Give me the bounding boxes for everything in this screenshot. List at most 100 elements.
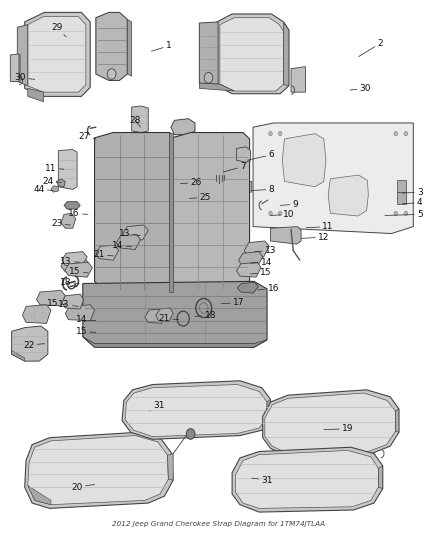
Polygon shape <box>145 309 166 324</box>
Text: 2012 Jeep Grand Cherokee Strap Diagram for 1TM74JTLAA: 2012 Jeep Grand Cherokee Strap Diagram f… <box>113 521 325 527</box>
Circle shape <box>204 72 213 83</box>
Text: 2: 2 <box>359 39 383 56</box>
Polygon shape <box>237 262 261 277</box>
Polygon shape <box>28 486 51 505</box>
Polygon shape <box>220 18 284 91</box>
Text: 19: 19 <box>324 424 353 433</box>
Polygon shape <box>12 351 25 361</box>
Polygon shape <box>36 290 65 306</box>
Polygon shape <box>199 22 218 84</box>
Polygon shape <box>96 12 127 80</box>
Polygon shape <box>167 454 173 480</box>
Text: 3: 3 <box>403 188 423 197</box>
Circle shape <box>279 132 282 136</box>
Text: 30: 30 <box>14 73 35 82</box>
Polygon shape <box>51 185 58 192</box>
Text: 4: 4 <box>403 198 423 207</box>
Polygon shape <box>62 294 84 309</box>
Text: 21: 21 <box>93 251 113 260</box>
Polygon shape <box>97 244 112 257</box>
Text: 14: 14 <box>112 241 132 250</box>
Polygon shape <box>58 150 77 189</box>
Text: 44: 44 <box>33 185 53 194</box>
Polygon shape <box>12 326 48 361</box>
Text: 28: 28 <box>130 116 141 127</box>
Text: 6: 6 <box>247 150 274 160</box>
Text: 14: 14 <box>76 315 96 324</box>
Circle shape <box>404 211 408 215</box>
Polygon shape <box>96 245 119 260</box>
Text: 24: 24 <box>42 177 62 186</box>
Polygon shape <box>237 147 251 163</box>
Polygon shape <box>284 23 289 86</box>
Polygon shape <box>378 466 383 489</box>
Polygon shape <box>232 447 383 512</box>
Text: 20: 20 <box>71 482 95 491</box>
Text: 13: 13 <box>120 229 141 238</box>
Polygon shape <box>62 252 87 266</box>
Polygon shape <box>17 25 28 86</box>
Text: 29: 29 <box>51 23 66 37</box>
Polygon shape <box>267 399 271 419</box>
Polygon shape <box>127 19 132 76</box>
Polygon shape <box>169 133 173 292</box>
Text: 30: 30 <box>350 84 371 93</box>
Text: 21: 21 <box>159 314 179 323</box>
Polygon shape <box>65 305 95 321</box>
Text: 13: 13 <box>255 246 276 255</box>
Polygon shape <box>95 133 170 292</box>
Text: 18: 18 <box>60 278 79 287</box>
Polygon shape <box>171 119 195 135</box>
Polygon shape <box>265 393 396 454</box>
Polygon shape <box>396 409 399 432</box>
Text: 5: 5 <box>385 210 423 219</box>
Polygon shape <box>271 227 301 244</box>
Polygon shape <box>239 181 252 192</box>
Text: 26: 26 <box>180 178 202 187</box>
Polygon shape <box>28 17 86 92</box>
Polygon shape <box>244 241 269 257</box>
Text: 15: 15 <box>76 327 96 336</box>
Circle shape <box>394 211 398 215</box>
Polygon shape <box>28 88 43 102</box>
Polygon shape <box>397 192 406 204</box>
Polygon shape <box>64 201 80 209</box>
Polygon shape <box>214 160 228 177</box>
Polygon shape <box>22 305 51 324</box>
Text: 12: 12 <box>301 233 329 242</box>
Text: 23: 23 <box>51 220 71 229</box>
Polygon shape <box>397 180 406 192</box>
Polygon shape <box>237 282 258 293</box>
Text: 16: 16 <box>258 284 279 293</box>
Text: 15: 15 <box>251 269 272 277</box>
Text: 25: 25 <box>189 193 211 202</box>
Polygon shape <box>117 235 141 249</box>
Text: 7: 7 <box>223 162 246 172</box>
Text: 9: 9 <box>280 200 298 209</box>
Text: 10: 10 <box>271 210 295 219</box>
Polygon shape <box>291 67 305 92</box>
Circle shape <box>404 132 408 136</box>
Polygon shape <box>328 175 368 216</box>
Circle shape <box>107 69 116 79</box>
Circle shape <box>279 211 282 215</box>
Polygon shape <box>57 179 65 187</box>
Polygon shape <box>61 213 76 228</box>
Polygon shape <box>155 308 173 322</box>
Polygon shape <box>122 381 271 439</box>
Polygon shape <box>182 137 196 147</box>
Text: 8: 8 <box>252 185 274 194</box>
Polygon shape <box>283 134 326 187</box>
Polygon shape <box>199 83 234 91</box>
Text: 14: 14 <box>251 258 272 266</box>
Polygon shape <box>123 225 148 240</box>
Polygon shape <box>83 281 267 348</box>
Polygon shape <box>11 54 19 82</box>
Circle shape <box>394 132 398 136</box>
Text: 15: 15 <box>46 299 66 308</box>
Polygon shape <box>217 14 289 94</box>
Polygon shape <box>132 106 148 133</box>
Circle shape <box>269 132 272 136</box>
Circle shape <box>186 429 195 439</box>
Polygon shape <box>19 54 20 82</box>
